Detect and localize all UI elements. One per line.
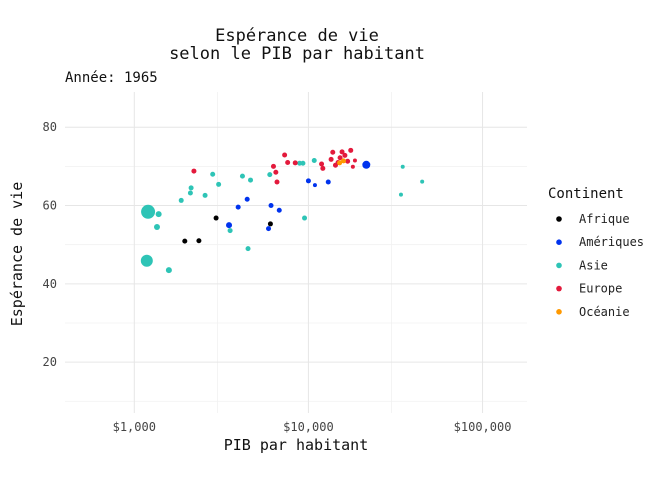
grid (65, 92, 527, 413)
legend-label: Asie (579, 258, 608, 272)
data-point (187, 190, 193, 196)
data-point (337, 155, 343, 161)
data-point (216, 181, 222, 187)
data-point (348, 147, 354, 153)
data-point (196, 238, 202, 244)
y-tick-label: 60 (43, 199, 57, 213)
data-point (141, 204, 156, 219)
legend-items: Afrique Amériques Asie Europe Océanie (556, 212, 644, 319)
data-point (285, 159, 291, 165)
data-point (320, 165, 326, 171)
data-point (191, 168, 197, 174)
data-point (188, 185, 194, 191)
data-point (340, 158, 346, 164)
data-point (244, 196, 250, 202)
y-tick-label: 20 (43, 355, 57, 369)
data-point (270, 163, 276, 169)
y-axis-title: Espérance de vie (8, 182, 26, 327)
chart-subtitle: Année: 1965 (65, 70, 158, 86)
data-point (202, 192, 208, 198)
y-tick-label: 80 (43, 120, 57, 134)
data-point (227, 228, 233, 234)
data-point (400, 164, 405, 169)
data-point (350, 164, 355, 169)
legend-swatch (556, 216, 562, 222)
data-points (140, 147, 425, 274)
legend-label: Europe (579, 282, 622, 296)
data-point (239, 173, 245, 179)
legend-label: Afrique (579, 212, 630, 226)
data-point (267, 172, 273, 178)
y-tick-label: 40 (43, 277, 57, 291)
data-point (312, 183, 317, 188)
data-point (352, 158, 357, 163)
legend-label: Océanie (579, 305, 630, 319)
data-point (153, 224, 160, 231)
data-point (398, 192, 403, 197)
data-point (319, 161, 325, 167)
data-point (235, 204, 241, 210)
data-point (248, 177, 254, 183)
legend-title: Continent (548, 186, 624, 202)
legend-swatch (556, 262, 562, 269)
data-point (362, 160, 371, 169)
data-point (274, 179, 280, 185)
data-point (165, 267, 172, 274)
data-point (292, 160, 298, 166)
data-point (302, 215, 308, 221)
x-tick-label: $100,000 (454, 420, 512, 434)
data-point (182, 238, 188, 244)
data-point (245, 246, 251, 252)
data-point (420, 179, 425, 184)
data-point (337, 160, 343, 166)
chart-title-line1: Espérance de vie (215, 26, 379, 46)
data-point (325, 179, 331, 185)
legend-swatch (556, 285, 562, 292)
data-point (276, 207, 282, 213)
data-point (273, 169, 279, 175)
legend: Continent Afrique Amériques Asie Europe Océa… (548, 186, 644, 319)
x-axis-ticks: $1,000 $10,000 $100,000 (113, 420, 512, 434)
data-point (267, 221, 273, 227)
legend-swatch (556, 309, 562, 315)
data-point (342, 152, 348, 158)
data-point (268, 203, 274, 209)
chart-title-line2: selon le PIB par habitant (169, 44, 425, 64)
data-point (330, 149, 336, 155)
data-point (300, 160, 306, 166)
data-point (305, 178, 311, 184)
legend-label: Amériques (579, 235, 644, 249)
data-point (140, 254, 153, 267)
data-point (345, 158, 351, 164)
data-point (282, 152, 288, 158)
data-point (213, 215, 219, 221)
legend-swatch (556, 239, 562, 245)
data-point (339, 149, 345, 155)
data-point (266, 226, 272, 232)
x-axis-title: PIB par habitant (224, 436, 369, 454)
data-point (155, 211, 162, 218)
x-tick-label: $1,000 (113, 420, 156, 434)
data-point (178, 197, 184, 203)
data-point (328, 156, 334, 162)
y-axis-ticks: 20 40 60 80 (43, 120, 57, 369)
data-point (210, 171, 216, 177)
x-tick-label: $10,000 (283, 420, 334, 434)
data-point (226, 222, 233, 229)
data-point (311, 158, 317, 164)
